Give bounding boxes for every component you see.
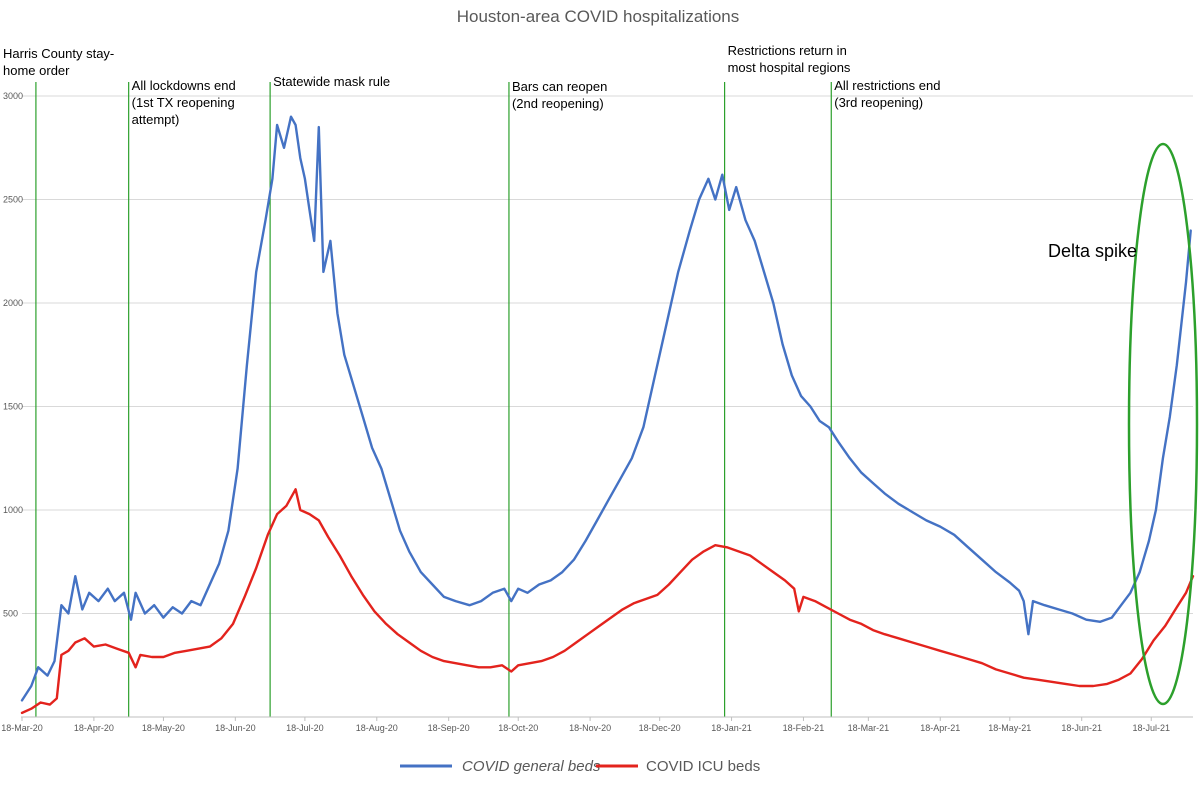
x-tick-label: 18-Oct-20 [498,723,538,733]
event-annotation: Statewide mask rule [273,74,390,89]
x-tick-label: 18-Mar-20 [1,723,43,733]
y-tick-label: 500 [3,609,18,619]
series-line-general-beds [20,115,1192,702]
x-tick-label: 18-Apr-20 [74,723,114,733]
event-annotation: All lockdowns end (1st TX reopening attemp… [132,78,236,127]
x-tick-label: 18-Aug-20 [356,723,398,733]
x-tick-label: 18-Jul-21 [1132,723,1170,733]
y-axis-ticks: 500 1000 1500 2000 2500 3000 [3,91,23,619]
x-tick-label: 18-Feb-21 [783,723,825,733]
legend: COVID general beds COVID ICU beds [400,758,760,775]
x-tick-label: 18-May-21 [988,723,1031,733]
x-tick-label: 18-Nov-20 [569,723,611,733]
x-tick-label: 18-Jul-20 [286,723,324,733]
x-tick-label: 18-Jan-21 [711,723,752,733]
x-tick-label: 18-Mar-21 [848,723,890,733]
y-tick-label: 1000 [3,505,23,515]
x-axis-ticks: 18-Mar-20 18-Apr-20 18-May-20 18-Jun-20 18-J… [1,717,1170,733]
gridlines [22,95,1193,614]
chart-title: Houston-area COVID hospitalizations [457,7,740,26]
x-tick-label: 18-Jun-21 [1061,723,1102,733]
event-lines [35,82,832,717]
delta-spike-ellipse [1127,142,1199,706]
y-tick-label: 2000 [3,298,23,308]
x-tick-label: 18-Sep-20 [428,723,470,733]
series-line-icu-beds [20,488,1195,715]
x-tick-label: 18-Apr-21 [920,723,960,733]
event-annotation: All restrictions end (3rd reopening) [834,78,940,110]
y-tick-label: 1500 [3,402,23,412]
event-annotation: Harris County stay-home order [3,46,114,78]
x-tick-label: 18-Dec-20 [639,723,681,733]
legend-label-icu-beds: COVID ICU beds [646,758,760,775]
event-annotation: Bars can reopen (2nd reopening) [512,79,607,111]
series-layer [20,115,1195,715]
x-tick-label: 18-Jun-20 [215,723,256,733]
legend-label-general-beds: COVID general beds [462,758,601,775]
delta-spike-label: Delta spike [1048,241,1137,261]
x-tick-label: 18-May-20 [142,723,185,733]
y-tick-label: 3000 [3,91,23,101]
y-tick-label: 2500 [3,195,23,205]
event-annotations: Harris County stay-home order All lockdow… [3,43,940,127]
event-annotation: Restrictions return in most hospital regi… [728,43,851,75]
